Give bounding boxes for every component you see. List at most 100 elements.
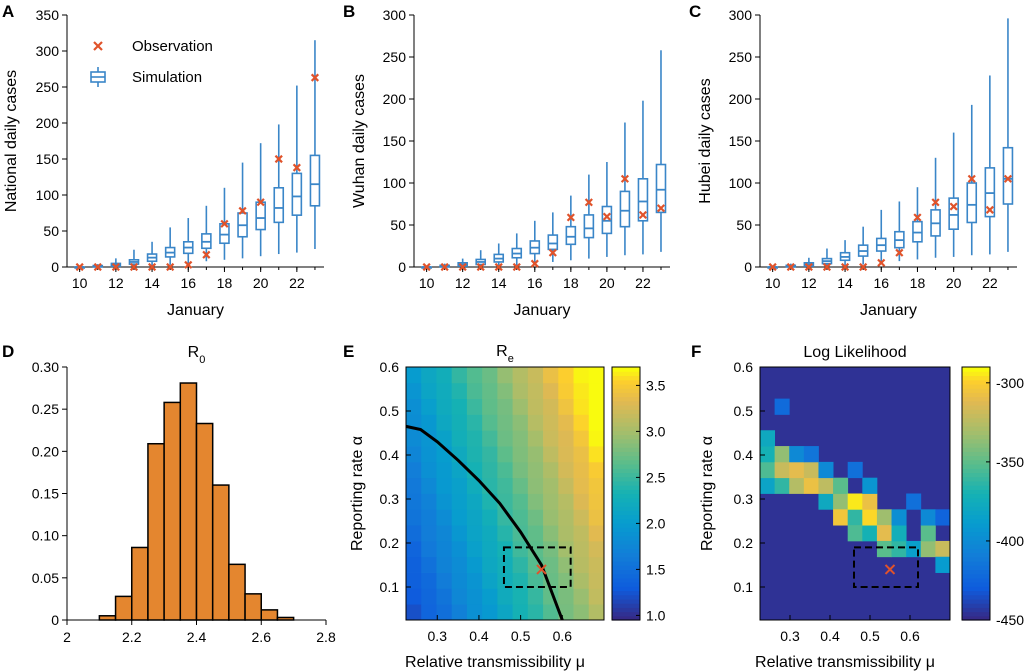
observation-stroke: [530, 259, 539, 268]
colorbar-segment: [612, 518, 640, 524]
colorbar-segment: [612, 438, 640, 444]
heatmap-cell: [774, 477, 790, 494]
heatmap-cell: [451, 588, 468, 605]
heatmap-cell: [482, 414, 498, 431]
heatmap-cell: [406, 604, 422, 621]
observation-stroke: [985, 205, 994, 214]
observation-marker: [220, 219, 229, 228]
heatmap-cell: [451, 461, 468, 479]
observation-stroke: [166, 262, 175, 272]
colorbar-segment: [612, 396, 640, 402]
y-axis-label: Hubei daily cases: [697, 78, 714, 203]
heatmap-cell: [466, 588, 483, 605]
heatmap-cell: [421, 509, 437, 526]
observation-stroke: [256, 198, 265, 207]
x-tick-label: 22: [289, 275, 305, 291]
colorbar-segment: [612, 476, 640, 482]
box-iqr: [948, 197, 959, 230]
heatmap-cell: [451, 382, 468, 400]
heatmap-cell: [588, 493, 605, 510]
x-tick-label: 12: [108, 275, 124, 291]
heatmap-cell: [421, 414, 437, 431]
y-tick-label: 0: [51, 259, 59, 275]
colorbar-segment: [962, 611, 990, 617]
colorbar-segment: [612, 527, 640, 533]
heatmap-cell: [588, 382, 605, 400]
y-tick-label: 150: [729, 133, 753, 149]
colorbar-segment: [962, 367, 990, 372]
colorbar-segment: [962, 510, 990, 516]
y-tick-label: 0.1: [734, 579, 754, 595]
heatmap-cell: [466, 604, 483, 621]
heatmap-cell: [421, 477, 437, 494]
heatmap-cell: [588, 604, 605, 621]
x-axis-label: Relative transmissibility μ: [755, 654, 935, 671]
colorbar-segment: [962, 383, 990, 389]
heatmap-cell: [421, 525, 437, 542]
heatmap-cell: [436, 540, 453, 558]
observation-stroke: [584, 198, 593, 207]
heatmap-cell: [482, 446, 498, 463]
colorbar-segment: [962, 514, 990, 520]
observation-stroke: [440, 262, 449, 272]
observation-stroke: [620, 174, 630, 183]
observation-stroke: [202, 250, 211, 259]
x-tick-label: 2.2: [122, 629, 142, 645]
colorbar-segment: [612, 548, 640, 554]
heatmap-cell: [527, 477, 544, 494]
x-tick-label: 14: [837, 275, 853, 291]
best-fit-marker: [884, 564, 896, 575]
colorbar-segment: [612, 413, 640, 419]
observation-marker: [840, 262, 850, 272]
colorbar-segment: [612, 371, 640, 377]
observation-marker: [184, 260, 193, 269]
heatmap-cell: [406, 430, 422, 447]
heatmap-cell: [406, 367, 422, 384]
observation-marker: [458, 262, 467, 272]
y-tick-label: 0: [398, 259, 406, 275]
colorbar-frame: [611, 366, 641, 621]
histogram-bar: [244, 593, 262, 621]
heatmap-cell: [466, 414, 483, 431]
heatmap-cell: [573, 604, 590, 621]
colorbar-segment: [612, 451, 640, 457]
heatmap-cell: [466, 540, 483, 558]
heatmap-cell: [451, 430, 468, 447]
box-iqr: [309, 154, 321, 207]
observation-marker: [548, 248, 557, 257]
heatmap-cell: [466, 556, 483, 573]
heatmap-cell: [406, 509, 422, 526]
x-tick-label: 22: [982, 275, 998, 291]
histogram-bar: [211, 484, 230, 621]
heatmap-cell: [482, 572, 498, 589]
observation-marker: [93, 262, 102, 272]
heatmap-cell: [527, 509, 544, 526]
colorbar-segment: [962, 535, 990, 541]
colorbar-segment: [612, 573, 640, 579]
y-tick-label: 300: [36, 43, 60, 59]
heatmap-cell: [543, 540, 559, 558]
colorbar-segment: [962, 607, 990, 613]
colorbar-segment: [962, 404, 990, 410]
heatmap-cell: [527, 588, 544, 605]
observation-stroke: [292, 163, 301, 172]
observation-marker: [129, 262, 139, 272]
heatmap-cell: [451, 477, 468, 494]
heatmap-cell: [466, 509, 483, 526]
title-subscript: e: [508, 353, 514, 365]
colorbar-segment: [962, 463, 990, 469]
heatmap-cell: [558, 509, 574, 526]
heatmap-cell: [543, 367, 559, 384]
heatmap-cell: [406, 493, 422, 510]
y-tick-label: 0: [744, 259, 752, 275]
colorbar-segment: [612, 510, 640, 516]
colorbar-segment: [612, 489, 640, 495]
heatmap-cell: [573, 461, 590, 479]
heatmap-cell: [497, 477, 514, 494]
dashed-box: [502, 546, 572, 589]
heatmap-cell: [436, 525, 453, 542]
colorbar-segment: [962, 573, 990, 579]
colorbar-tick-label: -350: [996, 454, 1024, 470]
heatmap-cell: [527, 446, 544, 463]
